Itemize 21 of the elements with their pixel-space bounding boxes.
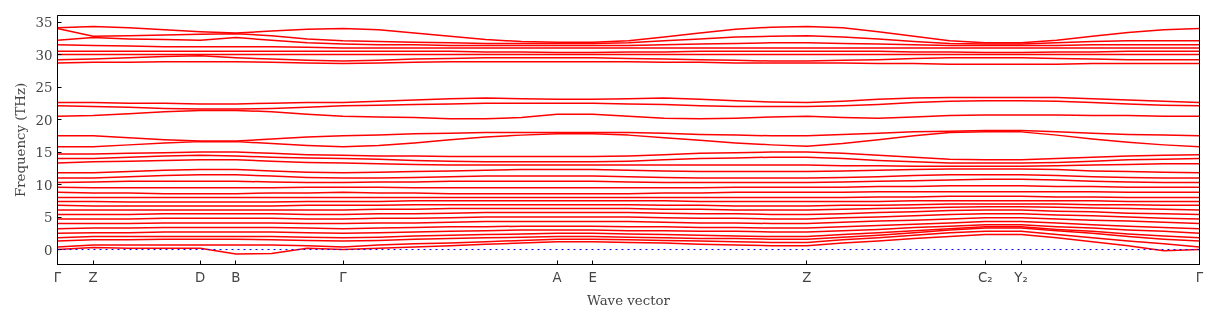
x-tick-label: Γ: [339, 269, 348, 285]
y-tick-label: 10: [35, 177, 53, 193]
x-tick-label: Γ: [1195, 269, 1204, 285]
x-tick-label: D: [195, 269, 206, 285]
y-tick-label: 35: [35, 15, 53, 30]
y-tick-label: 5: [44, 210, 53, 226]
y-tick-label: 30: [35, 47, 53, 63]
x-tick-label: B: [231, 269, 241, 285]
y-tick-label: 25: [35, 80, 53, 96]
y-tick-label: 15: [35, 145, 53, 161]
x-tick-label: Γ: [53, 269, 62, 285]
y-axis-title: Frequency (THz): [12, 82, 28, 198]
x-tick-label: Z: [802, 269, 812, 285]
x-axis-title: Wave vector: [587, 292, 671, 308]
y-tick-label: 20: [35, 112, 53, 128]
x-tick-label: E: [588, 269, 598, 285]
x-tick-label: Z: [88, 269, 98, 285]
x-tick-label: Y₂: [1013, 269, 1028, 285]
y-tick-label: 0: [44, 242, 53, 258]
x-tick-label: A: [552, 269, 562, 285]
x-tick-label: C₂: [978, 269, 993, 285]
